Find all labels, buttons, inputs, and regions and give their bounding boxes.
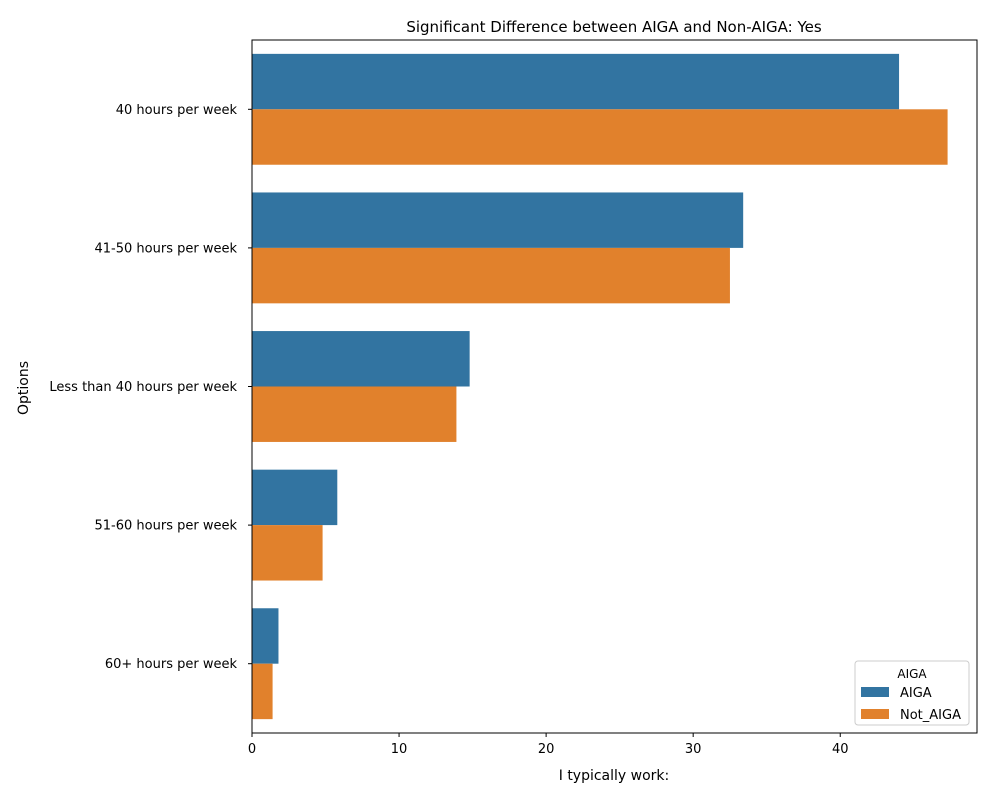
x-axis: 0 10 20 30 40 xyxy=(248,733,849,757)
y-tick-label: 40 hours per week xyxy=(116,103,238,118)
y-tick-label: Less than 40 hours per week xyxy=(49,380,237,395)
legend-label: Not_AIGA xyxy=(900,708,961,723)
bar-not-aiga-3 xyxy=(252,386,457,442)
bars-group xyxy=(252,53,948,720)
bar-aiga-5 xyxy=(252,608,279,664)
legend-swatch xyxy=(861,709,889,719)
y-axis-label: Options xyxy=(16,361,32,415)
bar-not-aiga-2 xyxy=(252,247,730,304)
bar-aiga-1 xyxy=(252,53,900,110)
x-tick-label: 40 xyxy=(832,742,849,757)
x-axis-label: I typically work: xyxy=(559,768,670,784)
legend-swatch xyxy=(861,687,889,697)
x-tick-label: 30 xyxy=(685,742,702,757)
bar-not-aiga-1 xyxy=(252,109,948,165)
bar-not-aiga-5 xyxy=(252,663,273,720)
legend: AIGA AIGA Not_AIGA xyxy=(854,660,970,726)
x-tick-label: 20 xyxy=(538,742,555,757)
y-tick-label: 60+ hours per week xyxy=(105,657,238,672)
bar-aiga-2 xyxy=(252,192,744,248)
y-tick-label: 51-60 hours per week xyxy=(95,519,238,534)
legend-title: AIGA xyxy=(897,667,927,681)
legend-label: AIGA xyxy=(900,686,932,701)
y-axis: 40 hours per week 41-50 hours per week Les… xyxy=(49,103,252,672)
bar-aiga-3 xyxy=(252,331,470,387)
y-tick-label: 41-50 hours per week xyxy=(95,241,238,256)
chart-title: Significant Difference between AIGA and … xyxy=(406,18,821,36)
x-tick-label: 10 xyxy=(391,742,408,757)
x-tick-label: 0 xyxy=(248,742,256,757)
bar-not-aiga-4 xyxy=(252,525,323,581)
bar-aiga-4 xyxy=(252,469,338,526)
